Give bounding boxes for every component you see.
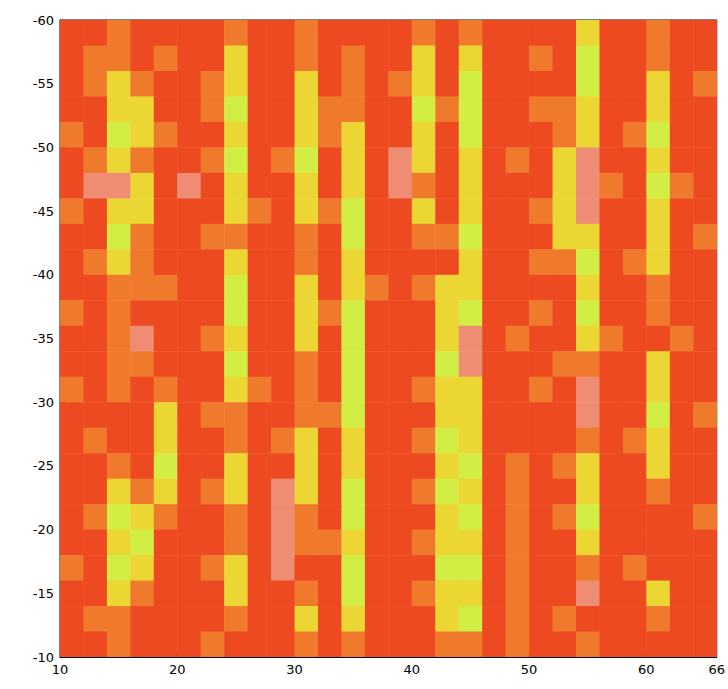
svg-text:-60: -60: [33, 13, 54, 28]
svg-text:-55: -55: [33, 76, 54, 91]
svg-text:50: 50: [521, 662, 538, 677]
svg-text:-50: -50: [33, 140, 54, 155]
svg-text:-35: -35: [33, 331, 54, 346]
svg-text:66: 66: [708, 662, 725, 677]
svg-text:-15: -15: [33, 586, 54, 601]
svg-text:-10: -10: [32, 649, 54, 665]
svg-text:40: 40: [404, 662, 421, 677]
svg-text:-40: -40: [33, 267, 54, 282]
svg-text:30: 30: [286, 662, 303, 677]
svg-text:-20: -20: [33, 522, 54, 537]
svg-text:10: 10: [52, 662, 69, 677]
svg-text:-30: -30: [33, 395, 54, 410]
svg-text:20: 20: [169, 662, 186, 677]
svg-text:60: 60: [638, 662, 655, 677]
svg-text:-45: -45: [33, 204, 54, 219]
svg-text:-25: -25: [33, 458, 54, 473]
